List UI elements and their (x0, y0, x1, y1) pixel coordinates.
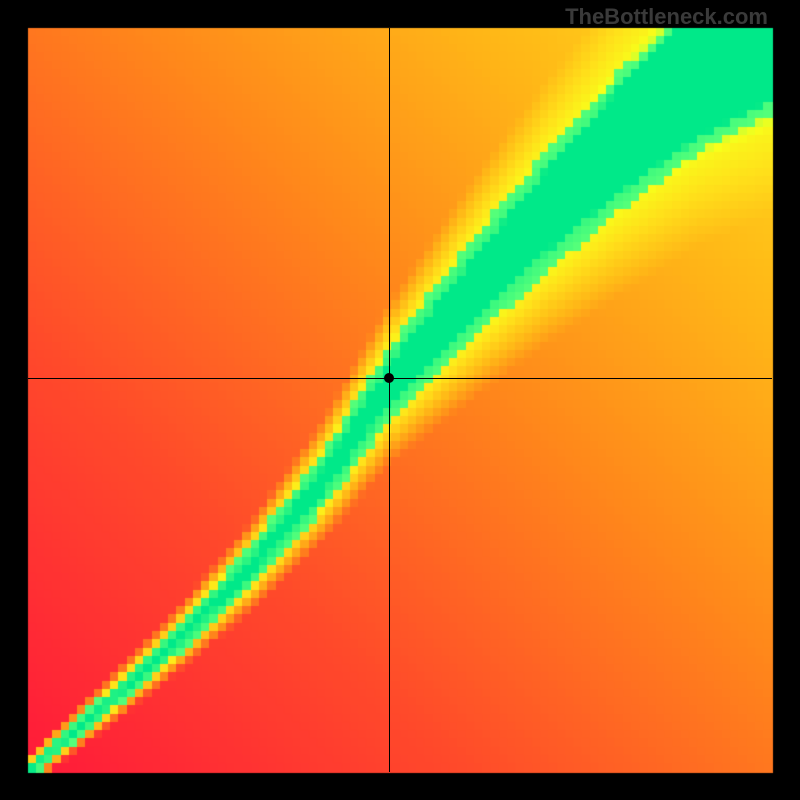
chart-container: TheBottleneck.com (0, 0, 800, 800)
bottleneck-heatmap (0, 0, 800, 800)
data-point-marker (384, 373, 394, 383)
crosshair-vertical (389, 28, 390, 772)
watermark-text: TheBottleneck.com (565, 4, 768, 30)
crosshair-horizontal (28, 378, 772, 379)
